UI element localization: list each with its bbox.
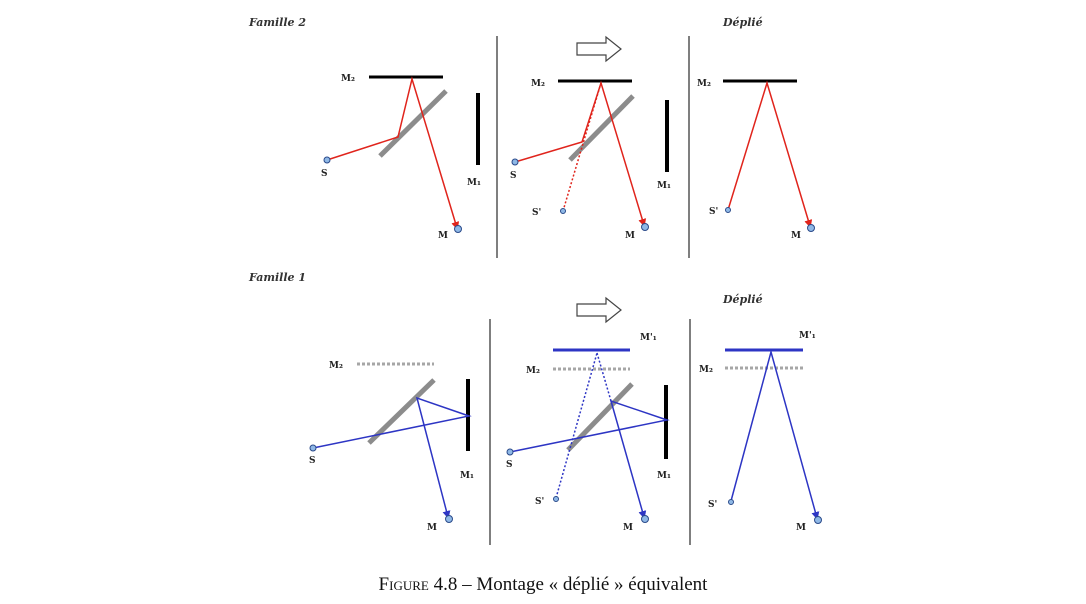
label-m: M — [791, 231, 801, 241]
label-m1-prime: M'₁ — [799, 331, 816, 341]
label-m: M — [625, 231, 635, 241]
source-point — [511, 158, 519, 166]
label-m2: M₂ — [526, 366, 540, 376]
label-s-prime: S' — [708, 500, 717, 510]
source-point — [323, 156, 331, 164]
beam-splitter — [568, 94, 635, 162]
family1-unfolded-title: Déplié — [722, 293, 763, 306]
label-s: S — [506, 460, 513, 470]
label-m1: M₁ — [657, 181, 671, 191]
blue-virtual-ray — [596, 352, 612, 402]
beam-splitter — [566, 382, 634, 452]
source-point — [506, 448, 514, 456]
blue-ray-path — [509, 399, 670, 519]
label-s-prime: S' — [709, 207, 718, 217]
caption-text: – Montage « déplié » équivalent — [457, 574, 708, 595]
label-m1-prime: M'₁ — [640, 333, 657, 343]
figure-number: Figure 4.8 — [378, 574, 458, 595]
observation-point — [807, 224, 815, 232]
label-m1: M₁ — [657, 471, 671, 481]
label-s-prime: S' — [535, 497, 544, 507]
red-ray-path — [727, 80, 813, 228]
family2-unfolded-title: Déplié — [722, 16, 763, 29]
figure-caption: Figure 4.8 – Montage « déplié » équivale… — [0, 574, 1086, 596]
virtual-source-point — [553, 496, 559, 502]
label-s: S — [321, 169, 328, 179]
blue-virtual-ray — [555, 352, 598, 499]
unfold-arrow-icon — [576, 35, 622, 63]
beam-splitter — [378, 89, 448, 158]
family2-panel-intermediate: M₂ M₁ S S' M — [510, 35, 671, 241]
label-s-prime: S' — [532, 208, 541, 218]
observation-point — [445, 515, 453, 523]
label-m: M — [438, 231, 448, 241]
unfold-arrow-icon — [576, 296, 622, 324]
observation-point — [641, 515, 649, 523]
label-m2: M₂ — [531, 79, 545, 89]
label-m: M — [623, 523, 633, 533]
label-s: S — [510, 171, 517, 181]
virtual-source-point — [560, 208, 566, 214]
blue-ray-path — [312, 396, 472, 519]
label-m1: M₁ — [460, 471, 474, 481]
label-m2: M₂ — [329, 361, 343, 371]
label-m2: M₂ — [699, 365, 713, 375]
observation-point — [454, 225, 462, 233]
family2-title: Famille 2 — [248, 16, 306, 29]
family2-panel-unfolded: M₂ S' M — [697, 79, 815, 241]
blue-ray-path — [730, 349, 820, 520]
label-m2: M₂ — [697, 79, 711, 89]
red-ray-path — [514, 80, 647, 227]
family1-panel-unfolded: M'₁ M₂ S' M — [699, 331, 822, 533]
virtual-source-point — [725, 207, 731, 213]
observation-point — [641, 223, 649, 231]
family1-title: Famille 1 — [248, 271, 306, 284]
virtual-source-point — [728, 499, 734, 505]
source-point — [309, 444, 317, 452]
family2-panel-original: M₂ M₁ S M — [321, 74, 481, 241]
label-m1: M₁ — [467, 178, 481, 188]
red-ray-path — [326, 76, 460, 230]
label-m2: M₂ — [341, 74, 355, 84]
family1-panel-intermediate: M'₁ M₂ M₁ S S' M — [506, 296, 671, 533]
label-m: M — [796, 523, 806, 533]
observation-point — [814, 516, 822, 524]
label-m: M — [427, 523, 437, 533]
label-s: S — [309, 456, 316, 466]
beam-splitter — [367, 378, 436, 445]
family1-panel-original: M₂ M₁ S M — [309, 361, 474, 533]
